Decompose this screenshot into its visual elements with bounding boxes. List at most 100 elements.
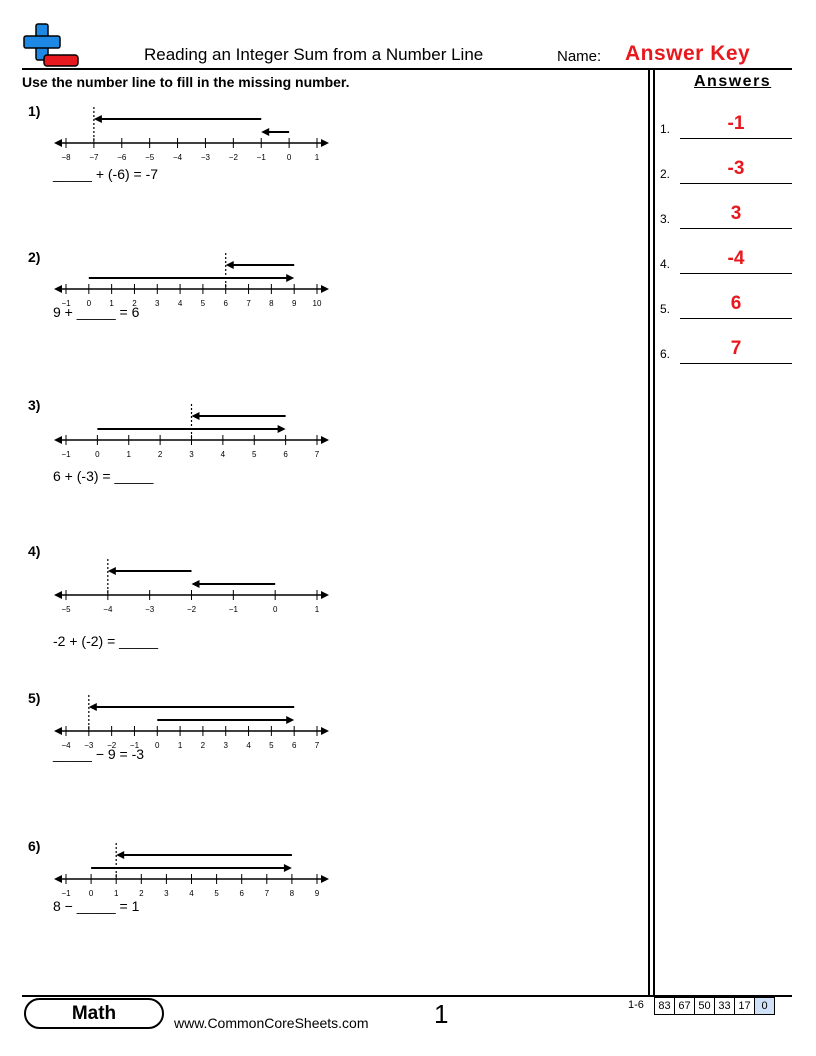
problem-number: 2) [28, 249, 41, 265]
problem-equation: _____ − 9 = -3 [53, 746, 145, 762]
tick-label: 0 [89, 889, 94, 898]
tick-label: 4 [246, 741, 251, 750]
answer-number: 3. [660, 212, 671, 226]
answer-row: 4. -4 [660, 244, 795, 274]
arrowhead-icon [191, 412, 200, 420]
axis-arrow-right-icon [321, 875, 329, 883]
tick-label: 3 [224, 741, 229, 750]
problem-number: 1) [28, 103, 41, 119]
problem-equation: _____ + (-6) = -7 [53, 166, 159, 182]
tick-label: −3 [201, 153, 211, 162]
tick-label: −6 [117, 153, 127, 162]
answer-number: 5. [660, 302, 671, 316]
tick-label: 0 [287, 153, 292, 162]
subject-badge: Math [24, 998, 164, 1029]
answer-line [680, 228, 792, 229]
tick-label: 6 [283, 450, 288, 459]
score-table: 83 67 50 33 17 0 [654, 997, 775, 1015]
arrowhead-icon [283, 864, 292, 872]
problem-equation: 8 − _____ = 1 [53, 898, 140, 914]
tick-label: 7 [315, 741, 320, 750]
answer-value: -3 [727, 158, 745, 179]
answer-line [680, 138, 792, 139]
tick-label: 7 [265, 889, 270, 898]
score-cell: 67 [674, 997, 695, 1015]
tick-label: 0 [273, 605, 278, 614]
name-label: Name: [557, 48, 602, 65]
tick-label: 8 [290, 889, 295, 898]
score-range-label: 1-6 [628, 999, 644, 1011]
tick-label: −4 [173, 153, 183, 162]
tick-label: 1 [178, 741, 183, 750]
tick-label: −5 [61, 605, 71, 614]
tick-label: 7 [246, 299, 251, 308]
tick-label: 8 [269, 299, 274, 308]
tick-label: 5 [269, 741, 274, 750]
tick-label: 1 [315, 605, 320, 614]
tick-label: 1 [109, 299, 114, 308]
answer-row: 5. 6 [660, 289, 795, 319]
tick-label: 3 [164, 889, 169, 898]
tick-label: −3 [145, 605, 155, 614]
tick-label: 4 [178, 299, 183, 308]
tick-label: 9 [315, 889, 320, 898]
arrowhead-icon [277, 425, 286, 433]
answer-row: 3. 3 [660, 199, 795, 229]
axis-arrow-left-icon [54, 285, 62, 293]
number-line: −1 0 1 2 3 4 5 6 7 [54, 404, 329, 459]
tick-label: −4 [61, 741, 71, 750]
answer-row: 6. 7 [660, 334, 795, 364]
arrowhead-icon [286, 716, 295, 724]
tick-label: 4 [189, 889, 194, 898]
answer-number: 6. [660, 347, 671, 361]
tick-label: −4 [103, 605, 113, 614]
tick-label: 2 [201, 741, 206, 750]
tick-label: 0 [95, 450, 100, 459]
axis-arrow-left-icon [54, 727, 62, 735]
tick-label: 5 [201, 299, 206, 308]
score-cell: 50 [694, 997, 715, 1015]
tick-label: 6 [224, 299, 229, 308]
page-number: 1 [434, 999, 449, 1029]
tick-label: 5 [214, 889, 219, 898]
tick-label: 3 [155, 299, 160, 308]
tick-label: −1 [229, 605, 239, 614]
axis-arrow-right-icon [321, 139, 329, 147]
problem-equation: 9 + _____ = 6 [53, 304, 140, 320]
tick-label: 0 [87, 299, 92, 308]
tick-label: −1 [61, 299, 71, 308]
tick-label: 6 [292, 741, 297, 750]
problem-number: 6) [28, 838, 41, 854]
answer-row: 1. -1 [660, 109, 795, 139]
axis-arrow-right-icon [321, 436, 329, 444]
footer-divider [22, 995, 792, 997]
arrowhead-icon [191, 580, 200, 588]
problem-number: 4) [28, 543, 41, 559]
answer-number: 2. [660, 167, 671, 181]
tick-label: 2 [139, 889, 144, 898]
answer-value: -4 [727, 248, 745, 269]
answer-column-divider [648, 68, 650, 996]
header-divider [22, 68, 792, 70]
number-line: −5 −4 −3 −2 −1 0 1 [54, 559, 329, 614]
tick-label: 0 [155, 741, 160, 750]
tick-label: 2 [158, 450, 163, 459]
tick-label: −8 [61, 153, 71, 162]
score-cell: 17 [734, 997, 755, 1015]
number-line: −4 −3 −2 −1 0 1 2 3 4 5 6 7 [54, 695, 329, 750]
score-cell: 0 [754, 997, 775, 1015]
answer-number: 4. [660, 257, 671, 271]
problem-number: 3) [28, 397, 41, 413]
axis-arrow-left-icon [54, 436, 62, 444]
tick-label: −1 [130, 741, 140, 750]
answer-value: 6 [730, 293, 742, 314]
arrowhead-icon [225, 261, 234, 269]
score-cell: 33 [714, 997, 735, 1015]
plus-minus-logo-icon [23, 23, 79, 67]
problem-equation: 6 + (-3) = _____ [53, 468, 154, 484]
axis-arrow-right-icon [321, 591, 329, 599]
tick-label: −7 [89, 153, 99, 162]
axis-arrow-left-icon [54, 875, 62, 883]
number-line: −1 0 1 2 3 4 5 6 7 8 9 [54, 843, 329, 898]
answer-number: 1. [660, 122, 671, 136]
